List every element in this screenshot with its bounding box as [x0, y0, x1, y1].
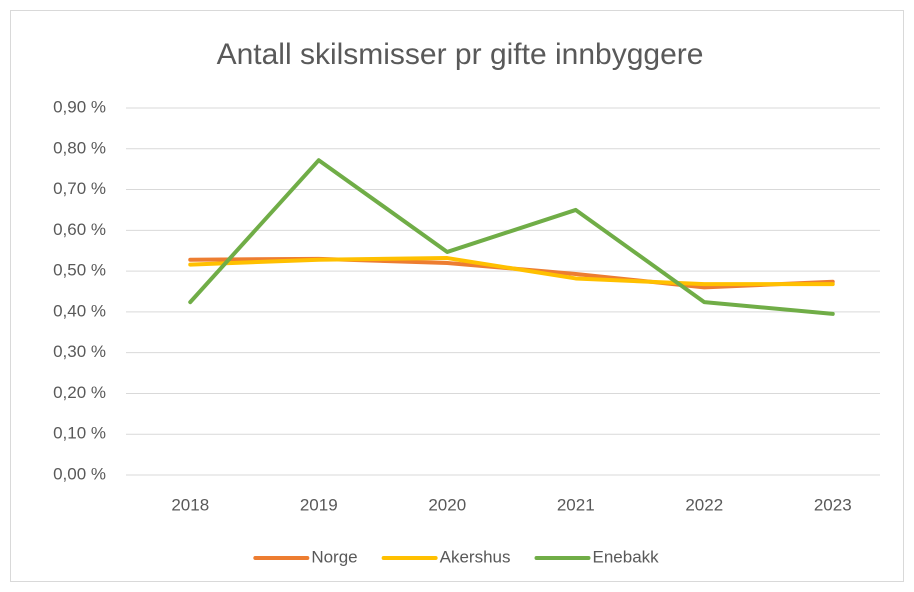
y-tick-label: 0,10 % — [53, 424, 106, 443]
y-tick-label: 0,30 % — [53, 342, 106, 361]
y-tick-label: 0,90 % — [53, 97, 106, 116]
x-tick-label: 2020 — [428, 495, 466, 514]
y-tick-label: 0,70 % — [53, 179, 106, 198]
y-tick-label: 0,00 % — [53, 464, 106, 483]
y-tick-label: 0,50 % — [53, 261, 106, 280]
series-line — [188, 256, 835, 287]
x-tick-label: 2021 — [557, 495, 595, 514]
y-tick-label: 0,40 % — [53, 301, 106, 320]
y-tick-label: 0,20 % — [53, 383, 106, 402]
x-tick-label: 2022 — [685, 495, 723, 514]
chart-border — [10, 10, 904, 582]
x-tick-label: 2023 — [814, 495, 852, 514]
chart-title: Antall skilsmisser pr gifte innbyggere — [217, 38, 704, 71]
legend-label: Enebakk — [593, 547, 660, 566]
legend-label: Akershus — [440, 547, 511, 566]
legend-label: Norge — [311, 547, 357, 566]
x-tick-label: 2019 — [300, 495, 338, 514]
series-line — [188, 158, 835, 316]
y-tick-label: 0,80 % — [53, 138, 106, 157]
y-tick-label: 0,60 % — [53, 220, 106, 239]
x-tick-label: 2018 — [171, 495, 209, 514]
